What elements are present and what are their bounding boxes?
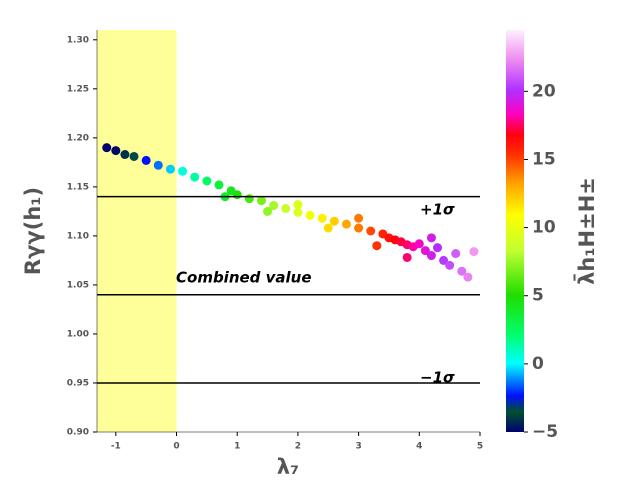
- annotation: +1σ: [420, 201, 455, 219]
- colorbar-label: λ̄h₁H±H±: [574, 177, 599, 285]
- point: [354, 223, 364, 233]
- x-tick-label: 3: [355, 442, 361, 452]
- y-tick-label: 0.90: [67, 428, 89, 438]
- x-tick-label: 4: [416, 442, 422, 452]
- x-axis-label: λ₇: [277, 455, 300, 479]
- point: [402, 252, 412, 262]
- x-tick-label: 1: [234, 442, 240, 452]
- point: [305, 210, 315, 220]
- point: [293, 200, 303, 210]
- colorbar-tick-label: −5: [532, 422, 558, 442]
- point: [445, 260, 455, 270]
- x-tick-label: 2: [295, 442, 301, 452]
- x-tick-label: -1: [111, 442, 121, 452]
- colorbar-tick-label: 15: [532, 149, 556, 169]
- x-tick-label: 5: [477, 442, 483, 452]
- annotation: −1σ: [420, 369, 455, 387]
- point: [281, 203, 291, 213]
- point: [256, 196, 266, 206]
- point: [414, 239, 424, 249]
- point: [111, 146, 121, 156]
- point: [178, 166, 188, 176]
- point: [433, 243, 443, 253]
- point: [372, 241, 382, 251]
- point: [426, 233, 436, 243]
- y-tick-label: 1.00: [67, 329, 89, 339]
- y-tick-label: 1.10: [67, 231, 89, 241]
- point: [269, 201, 279, 211]
- annotation: Combined value: [176, 269, 312, 287]
- point: [469, 247, 479, 257]
- y-tick-label: 1.25: [67, 84, 89, 94]
- point: [120, 150, 130, 160]
- colorbar-tick-label: 20: [532, 81, 556, 101]
- point: [439, 255, 449, 265]
- colorbar-tick-label: 0: [532, 354, 544, 374]
- point: [457, 266, 467, 276]
- point: [129, 151, 139, 161]
- point: [202, 176, 212, 186]
- y-tick-label: 1.20: [67, 133, 89, 143]
- point: [323, 223, 333, 233]
- y-tick-label: 1.05: [67, 280, 89, 290]
- point: [317, 213, 327, 223]
- point: [102, 143, 112, 153]
- point: [463, 272, 473, 282]
- point: [263, 206, 273, 216]
- point: [354, 213, 364, 223]
- shaded-region: [97, 30, 177, 432]
- point: [420, 246, 430, 256]
- point: [366, 226, 376, 236]
- y-tick-label: 1.15: [67, 182, 89, 192]
- y-tick-label: 1.30: [67, 35, 89, 45]
- point: [190, 172, 200, 182]
- point: [214, 180, 224, 190]
- point: [141, 155, 151, 165]
- x-tick-label: 0: [173, 442, 179, 452]
- point: [329, 216, 339, 226]
- point: [293, 207, 303, 217]
- point: [244, 194, 254, 204]
- point: [153, 160, 163, 170]
- y-axis-label: Rγγ(h₁): [21, 187, 45, 275]
- point: [451, 249, 461, 259]
- colorbar-tick-label: 10: [532, 218, 556, 238]
- point: [232, 190, 242, 200]
- colorbar-tick-label: 5: [532, 286, 544, 306]
- point: [165, 164, 175, 174]
- point: [341, 219, 351, 229]
- point: [426, 251, 436, 261]
- colorbar: [506, 30, 524, 432]
- y-tick-label: 0.95: [67, 378, 89, 388]
